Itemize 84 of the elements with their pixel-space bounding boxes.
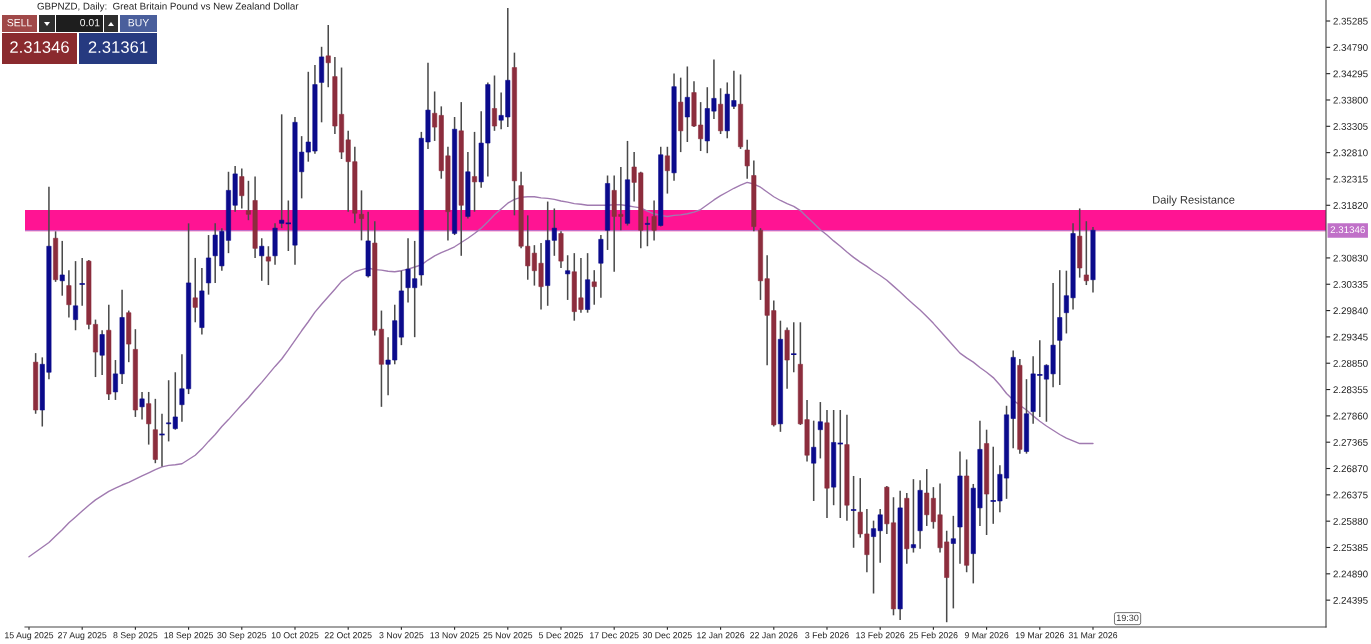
y-tick-label: 2.24395 xyxy=(1333,596,1368,604)
y-tick-label: 2.27365 xyxy=(1333,438,1368,446)
candlestick xyxy=(664,146,670,195)
x-tick-label: 27 Aug 2025 xyxy=(58,632,107,641)
candlestick xyxy=(99,329,105,376)
y-tick-label: 2.34295 xyxy=(1333,70,1368,78)
y-tick-label: 2.29840 xyxy=(1333,307,1368,315)
y-tick-label: 2.31820 xyxy=(1333,202,1368,209)
y-tick-label: 2.32315 xyxy=(1333,175,1368,183)
candlestick xyxy=(239,167,245,210)
candlestick xyxy=(644,215,650,247)
candlestick xyxy=(598,234,604,299)
y-tick-label: 2.30335 xyxy=(1333,280,1368,288)
x-tick-label: 22 Jan 2026 xyxy=(750,632,798,639)
candlestick xyxy=(850,475,858,549)
x-tick-label: 15 Aug 2025 xyxy=(5,632,54,641)
annotation: 0.01 xyxy=(80,18,100,27)
candlestick xyxy=(950,515,956,610)
y-tick-label: 2.26375 xyxy=(1333,491,1368,499)
ref-line-label: 2.31346 xyxy=(1330,226,1365,234)
candlestick xyxy=(265,245,271,286)
x-tick-label: 5 Dec 2025 xyxy=(538,632,583,639)
y-tick-label: 2.26870 xyxy=(1333,465,1368,473)
candlestick xyxy=(146,391,152,446)
x-tick-label: 30 Dec 2025 xyxy=(642,632,692,639)
candlestick xyxy=(744,139,750,180)
y-tick-label: 2.30830 xyxy=(1333,254,1368,262)
y-tick-label: 2.35285 xyxy=(1333,17,1368,25)
x-tick-label: 8 Sep 2025 xyxy=(113,632,158,641)
candlestick xyxy=(811,419,817,502)
x-tick-label: 30 Sep 2025 xyxy=(217,632,267,641)
line-series xyxy=(28,181,1094,558)
candlestick xyxy=(325,24,331,88)
candlestick xyxy=(1083,220,1089,286)
band-label: Daily Resistance xyxy=(1153,195,1235,206)
y-tick-label: 2.34790 xyxy=(1333,44,1368,51)
x-tick-label: 17 Dec 2025 xyxy=(590,632,639,639)
candlestick xyxy=(1057,269,1063,386)
x-tick-label: 13 Feb 2026 xyxy=(856,631,905,639)
candlestick xyxy=(492,74,497,132)
y-tick-label: 2.28850 xyxy=(1333,359,1368,367)
y-tick-label: 2.32810 xyxy=(1333,149,1368,157)
candlestick xyxy=(472,131,478,213)
candlestick xyxy=(817,401,823,460)
x-tick-label: 3 Feb 2026 xyxy=(805,631,849,639)
y-tick-label: 2.28355 xyxy=(1333,386,1368,394)
x-tick-label: 12 Jan 2026 xyxy=(697,632,745,639)
candlestick xyxy=(66,269,72,319)
x-tick-label: 31 Mar 2026 xyxy=(1068,632,1118,639)
candlestick xyxy=(684,65,690,143)
y-tick-label: 2.25385 xyxy=(1333,544,1368,552)
x-tick-label: 25 Nov 2025 xyxy=(483,632,533,639)
candlestick xyxy=(78,257,86,307)
text: 19:30 xyxy=(1116,614,1139,622)
candlestick xyxy=(73,260,79,332)
candlestick xyxy=(790,321,798,374)
annotation: BUY xyxy=(128,19,149,27)
x-tick-label: 25 Feb 2026 xyxy=(909,631,958,639)
annotation: 2.31346 xyxy=(10,41,69,53)
y-tick-label: 2.33800 xyxy=(1333,96,1368,104)
candlestick xyxy=(192,257,198,324)
candlestick xyxy=(359,189,364,242)
x-tick-label: 19 Mar 2026 xyxy=(1015,632,1064,639)
y-tick-label: 2.24890 xyxy=(1333,570,1368,578)
x-tick-label: 3 Nov 2025 xyxy=(379,632,424,639)
annotation: SELL xyxy=(7,18,32,27)
x-tick-label: 9 Mar 2026 xyxy=(964,632,1009,639)
annotation: 2.31361 xyxy=(88,41,148,53)
x-tick-label: 13 Nov 2025 xyxy=(430,632,480,639)
candlestick xyxy=(59,240,65,297)
candlestick xyxy=(259,237,265,282)
y-tick-label: 2.33305 xyxy=(1333,123,1368,130)
chart-title: GBPNZD, Daily: Great Britain Pound vs New Zealand Dollar xyxy=(37,2,299,12)
y-tick-label: 2.25880 xyxy=(1333,517,1368,525)
x-tick-label: 18 Sep 2025 xyxy=(164,632,214,641)
candlestick xyxy=(565,254,571,301)
candlestick xyxy=(910,478,916,554)
x-tick-label: 22 Oct 2025 xyxy=(324,632,372,639)
candlestick xyxy=(139,391,145,421)
y-tick-label: 2.29345 xyxy=(1333,333,1368,341)
y-tick-label: 2.27860 xyxy=(1333,412,1368,420)
candlestick xyxy=(591,269,597,306)
x-tick-label: 10 Oct 2025 xyxy=(271,632,319,639)
candlestick xyxy=(651,199,657,242)
